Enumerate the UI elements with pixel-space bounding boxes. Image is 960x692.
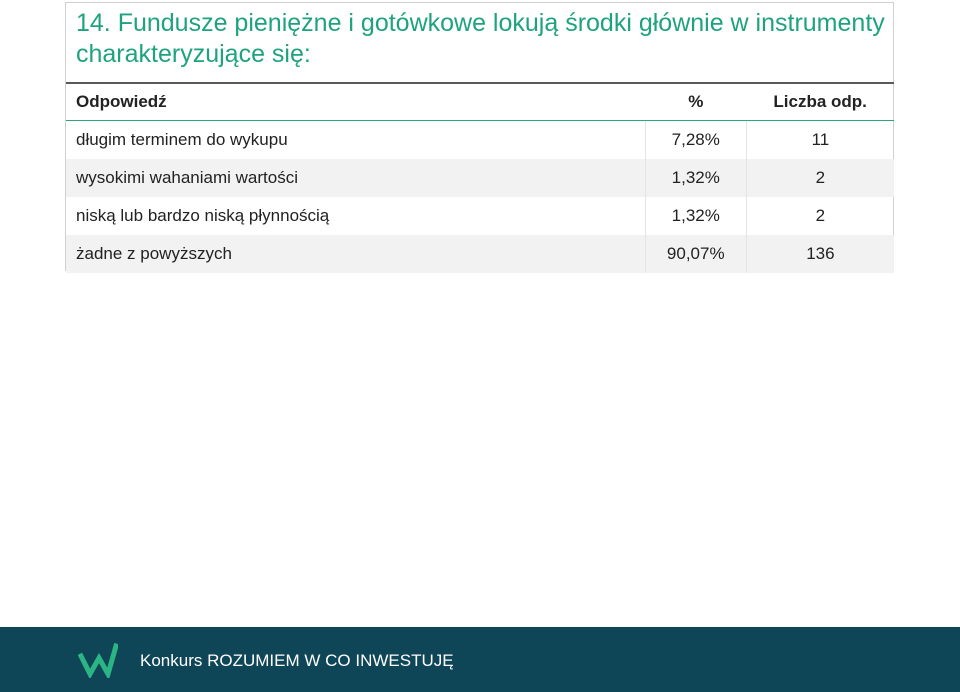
answer-cell: wysokimi wahaniami wartości — [66, 159, 646, 197]
percent-cell: 90,07% — [644, 235, 747, 273]
table-row: niską lub bardzo niską płynnością 1,32% … — [66, 197, 894, 235]
table-row: wysokimi wahaniami wartości 1,32% 2 — [66, 159, 894, 197]
answer-cell: niską lub bardzo niską płynnością — [76, 206, 330, 225]
answer-cell: długim terminem do wykupu — [76, 130, 288, 149]
table-row: żadne z powyższych 90,07% 136 — [66, 235, 894, 273]
footer-text: Konkurs ROZUMIEM W CO INWESTUJĘ — [140, 651, 454, 670]
header-count: Liczba odp. — [746, 82, 894, 121]
header-percent: % — [645, 82, 747, 121]
answer-cell: żadne z powyższych — [66, 235, 646, 273]
percent-cell: 1,32% — [644, 197, 747, 235]
percent-cell: 1,32% — [644, 159, 747, 197]
results-table: Odpowiedź % Liczba odp. długim terminem … — [66, 82, 894, 273]
count-cell: 11 — [745, 120, 894, 159]
header-answer: Odpowiedź — [66, 82, 646, 121]
count-cell: 2 — [745, 159, 894, 197]
question-title: 14. Fundusze pieniężne i gotówkowe lokuj… — [76, 9, 885, 68]
count-cell: 136 — [745, 235, 894, 273]
footer-bar: Konkurs ROZUMIEM W CO INWESTUJĘ — [0, 627, 960, 692]
percent-cell: 7,28% — [644, 120, 747, 159]
count-cell: 2 — [745, 197, 894, 235]
w-logo-icon — [78, 642, 118, 678]
table-row: długim terminem do wykupu 7,28% 11 — [66, 120, 894, 159]
table-header-row: Odpowiedź % Liczba odp. — [66, 82, 894, 121]
